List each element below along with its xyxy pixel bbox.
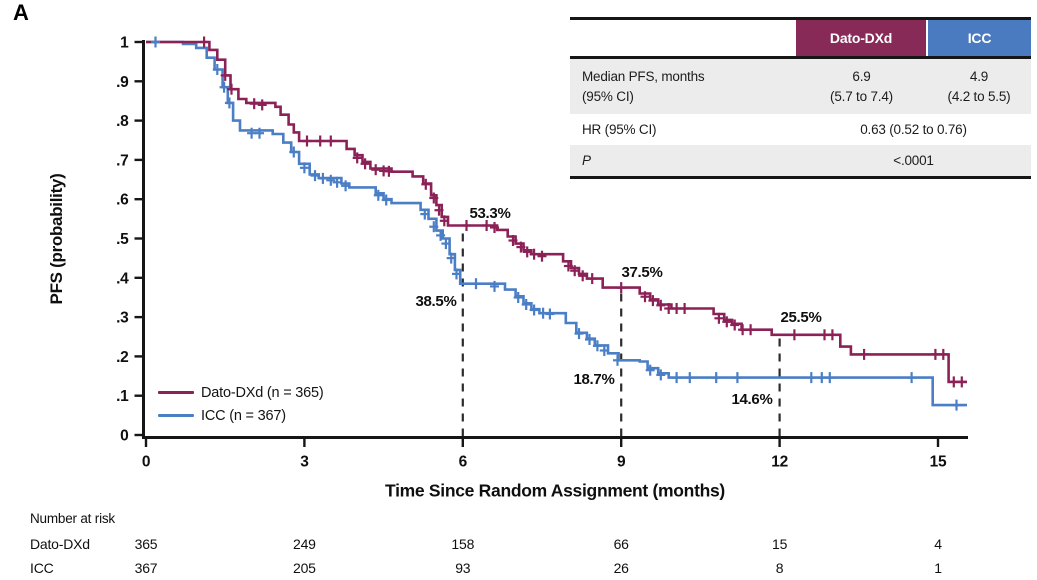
p-value: <.0001 [893, 153, 934, 169]
x-tick-label: 6 [459, 454, 468, 471]
median-pfs-label: Median PFS, months (95% CI) [570, 58, 796, 115]
km-curve-icc [146, 40, 967, 407]
y-tick-label: .3 [116, 310, 129, 327]
risk-count: 15 [772, 536, 788, 552]
x-tick-label: 12 [771, 454, 788, 471]
risk-row-label-dato: Dato-DXd [30, 536, 90, 552]
p-label: P [582, 153, 591, 169]
y-tick-label: .5 [116, 231, 129, 248]
stats-table: Dato-DXd ICC Median PFS, months (95% CI)… [570, 17, 1031, 180]
y-axis-title: PFS (probability) [47, 174, 66, 305]
annotation-37.5pct: 37.5% [621, 264, 662, 281]
hr-row: HR (95% CI) 0.63 (0.52 to 0.76) [570, 114, 1031, 146]
legend-label-icc: ICC (n = 367) [201, 407, 286, 424]
risk-count: 158 [451, 536, 475, 552]
stats-header-dato: Dato-DXd [796, 18, 927, 58]
legend-swatch-dato-icon [158, 390, 194, 395]
x-tick-label: 15 [930, 454, 947, 471]
risk-count: 1 [934, 560, 942, 576]
legend: Dato-DXd (n = 365) ICC (n = 367) [158, 381, 324, 427]
y-tick-label: 1 [120, 35, 129, 52]
x-tick-label: 0 [142, 454, 150, 471]
legend-item-icc: ICC (n = 367) [158, 404, 324, 427]
number-at-risk-title: Number at risk [30, 511, 115, 526]
stats-header-empty-cell [570, 18, 796, 58]
stats-header-icc: ICC [926, 18, 1031, 58]
median-pfs-icc-value: 4.9 (4.2 to 5.5) [947, 69, 1011, 104]
y-tick-label: .4 [116, 270, 129, 287]
annotation-38.5pct: 38.5% [415, 293, 456, 310]
hr-value: 0.63 (0.52 to 0.76) [860, 122, 967, 138]
km-chart: 1 .9 .8 .7 .6 .5 .4 .3 .2 .1 00 3 6 9 12 15 PFS (probabi… [47, 35, 968, 501]
annotation-25.5pct: 25.5% [780, 309, 821, 326]
risk-count: 93 [455, 560, 471, 576]
annotation-18.7pct: 18.7% [573, 371, 614, 388]
median-pfs-label-line2: (95% CI) [582, 88, 634, 104]
y-tick-label: .2 [116, 349, 128, 366]
x-axis-title: Time Since Random Assignment (months) [385, 481, 725, 501]
y-tick-label: .7 [116, 152, 128, 169]
y-tick-label: 0 [120, 428, 128, 445]
risk-count: 205 [293, 560, 316, 576]
legend-label-dato: Dato-DXd (n = 365) [201, 384, 324, 401]
risk-count: 8 [775, 560, 784, 576]
panel-label: A [13, 0, 29, 25]
stats-header-row: Dato-DXd ICC [570, 18, 1031, 58]
annotation-53.3pct: 53.3% [469, 205, 510, 222]
median-pfs-dato-value: 6.9 (5.7 to 7.4) [830, 69, 893, 104]
annotation-14.6pct: 14.6% [731, 391, 772, 408]
risk-count: 4 [934, 536, 942, 552]
y-tick-label: .6 [116, 192, 129, 209]
risk-count: 367 [134, 560, 158, 576]
risk-count: 365 [134, 536, 158, 552]
y-tick-label: .8 [116, 113, 129, 130]
x-tick-label: 3 [300, 454, 309, 471]
risk-count: 249 [293, 536, 316, 552]
median-pfs-row: Median PFS, months (95% CI) 6.9 (5.7 to … [570, 57, 1031, 115]
median-pfs-label-line1: Median PFS, months [582, 69, 705, 84]
p-value-row: P <.0001 [570, 145, 1031, 178]
hr-label: HR (95% CI) [582, 122, 657, 138]
legend-item-dato: Dato-DXd (n = 365) [158, 381, 324, 404]
legend-swatch-icc-icon [158, 413, 194, 418]
risk-row-label-icc: ICC [30, 560, 54, 576]
km-curve-dato-dxd [146, 40, 967, 384]
y-tick-label: .9 [116, 74, 129, 91]
risk-count: 66 [613, 536, 629, 552]
y-tick-label: .1 [116, 388, 129, 405]
x-tick-label: 9 [617, 454, 626, 471]
risk-count: 26 [613, 560, 629, 576]
